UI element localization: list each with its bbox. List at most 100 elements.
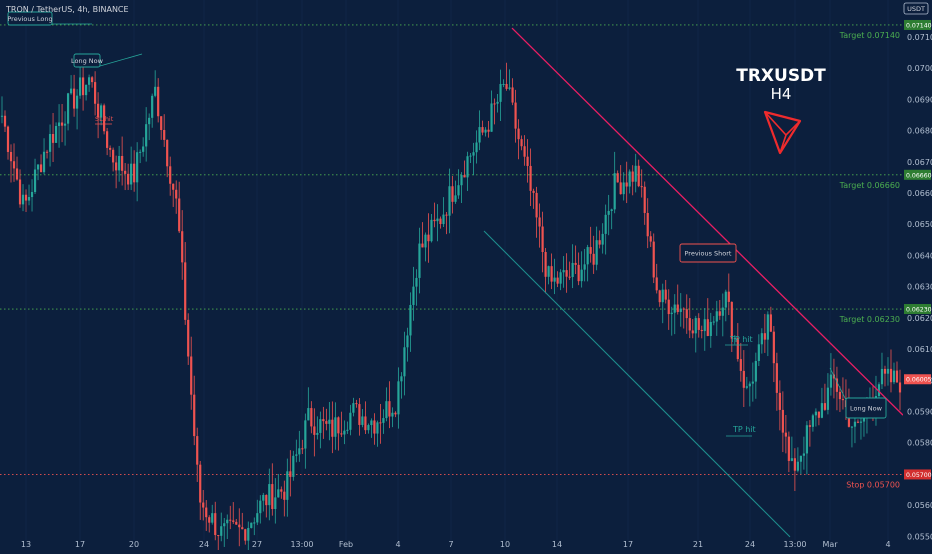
price-tick-label: 0.06600 xyxy=(907,189,932,198)
candles xyxy=(0,62,902,554)
candle-body xyxy=(469,155,472,157)
candle-body xyxy=(553,277,556,282)
price-axis-panel[interactable] xyxy=(903,0,932,550)
candle-body xyxy=(511,87,514,103)
candle-body xyxy=(760,333,763,345)
candle-body xyxy=(484,129,487,133)
candle-body xyxy=(259,500,262,514)
candle-body xyxy=(856,421,860,423)
candle-body xyxy=(27,197,31,201)
candle-body xyxy=(103,105,106,132)
annotation-tp-hit-2: TP hit xyxy=(732,425,756,434)
candle-body xyxy=(589,247,592,254)
candle-body xyxy=(559,272,562,284)
candle-body xyxy=(271,484,274,510)
candle-body xyxy=(886,368,890,374)
price-tick-label: 0.06500 xyxy=(907,220,932,229)
candle-body xyxy=(514,102,517,129)
candle-body xyxy=(583,264,586,270)
candle-body xyxy=(265,494,268,506)
candle-body xyxy=(688,318,691,331)
candle-body xyxy=(415,277,418,287)
level-price-tag-text: 0.06660 xyxy=(906,172,932,179)
candle-body xyxy=(391,412,394,417)
candle-body xyxy=(544,252,547,277)
candle-body xyxy=(361,416,364,425)
candle-body xyxy=(643,186,646,213)
overlay-title-line1: TRXUSDT xyxy=(736,66,826,86)
grid xyxy=(25,0,889,540)
candle-body xyxy=(187,319,190,357)
candle-body xyxy=(568,276,571,278)
candle-body xyxy=(97,103,100,118)
candle-body xyxy=(817,411,821,418)
candle-body xyxy=(307,408,310,421)
current-price-tag xyxy=(904,374,931,385)
candle-body xyxy=(15,168,19,180)
candle-body xyxy=(30,192,34,198)
candle-body xyxy=(181,231,184,263)
candle-body xyxy=(388,401,391,417)
candle-body xyxy=(151,95,154,118)
candle-body xyxy=(39,164,43,173)
level-price-tag-text: 0.06230 xyxy=(906,307,932,314)
candle-body xyxy=(262,494,265,501)
price-tick-label: 0.06300 xyxy=(907,283,932,292)
candle-body xyxy=(379,422,382,424)
price-tick-label: 0.06700 xyxy=(907,158,932,167)
annotations: Previous Long Long Now SL hit Previous Shor… xyxy=(7,11,887,437)
time-axis: 13 17 20 24 27 13:00 Feb 4 7 10 14 17 21 24 13:00 Mar 4 xyxy=(21,540,891,549)
candle-body xyxy=(0,115,4,117)
candle-body xyxy=(616,173,619,183)
candle-body xyxy=(601,233,604,245)
candle-body xyxy=(682,308,685,310)
candle-body xyxy=(880,368,884,385)
candle-body xyxy=(502,83,505,85)
candle-body xyxy=(400,376,403,382)
candle-body xyxy=(850,426,854,428)
candle-body xyxy=(781,409,784,433)
candle-body xyxy=(18,179,22,205)
candle-body xyxy=(226,519,229,524)
candle-body xyxy=(274,497,277,510)
candle-body xyxy=(505,83,508,89)
candle-body xyxy=(685,309,688,319)
candle-body xyxy=(610,209,613,211)
candle-body xyxy=(217,535,220,537)
candle-body xyxy=(48,134,52,152)
candle-body xyxy=(166,139,169,167)
candle-body xyxy=(57,122,61,127)
trend-lines xyxy=(483,27,904,538)
candle-body xyxy=(121,156,124,171)
channel-line xyxy=(483,230,791,538)
price-tick-label: 0.06900 xyxy=(907,95,932,104)
candle-body xyxy=(895,370,899,383)
candle-body xyxy=(169,166,172,184)
candle-body xyxy=(427,234,430,242)
candle-body xyxy=(574,262,577,265)
candle-body xyxy=(472,152,475,156)
candle-body xyxy=(670,312,673,315)
price-axis: 0.07100 0.07000 0.06900 0.06800 0.06700 0.066… xyxy=(904,19,932,541)
candle-body xyxy=(658,290,661,303)
candle-body xyxy=(205,507,208,518)
candle-body xyxy=(898,382,902,393)
currency-badge[interactable] xyxy=(903,2,929,15)
candle-body xyxy=(742,370,745,388)
candle-body xyxy=(124,170,127,174)
candle-body xyxy=(475,142,478,153)
price-tick-label: 0.05900 xyxy=(907,408,932,417)
candle-body xyxy=(130,163,133,185)
level-price-tag xyxy=(904,19,931,30)
candle-body xyxy=(115,162,118,171)
candle-body xyxy=(727,291,730,302)
candle-body xyxy=(286,471,289,500)
candle-body xyxy=(364,416,367,431)
candle-body xyxy=(745,386,748,388)
candle-body xyxy=(9,151,13,162)
candle-body xyxy=(649,236,652,242)
candle-body xyxy=(268,484,271,506)
candle-body xyxy=(199,464,202,503)
